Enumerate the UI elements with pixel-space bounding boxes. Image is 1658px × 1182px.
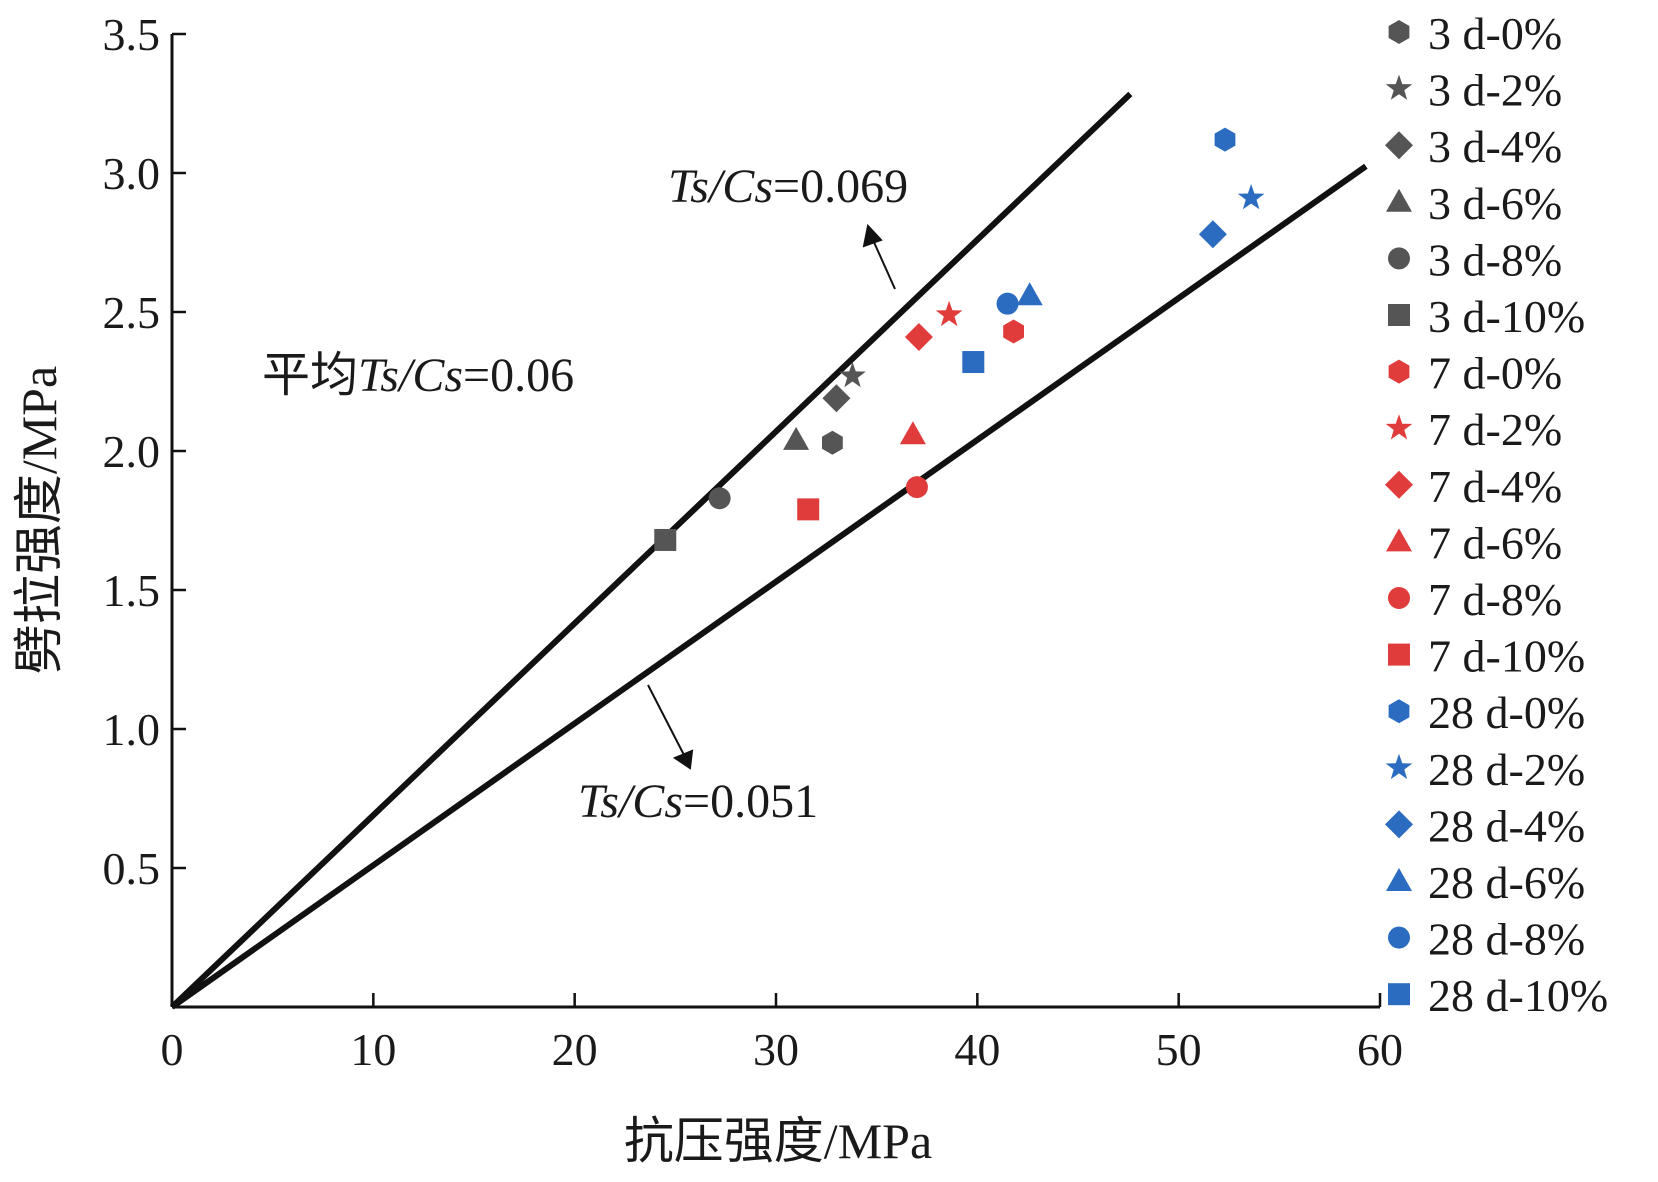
- legend-label: 7 d-6%: [1428, 517, 1562, 568]
- data-point: [654, 528, 677, 551]
- legend-marker: [1388, 643, 1410, 666]
- x-tick-label: 20: [552, 1024, 598, 1075]
- y-tick-label: 0.5: [103, 843, 161, 894]
- data-point: [1214, 127, 1236, 152]
- legend-marker: [1388, 359, 1410, 384]
- legend-label: 7 d-2%: [1428, 404, 1562, 455]
- legend-label: 28 d-0%: [1428, 687, 1585, 738]
- legend-label: 7 d-10%: [1428, 631, 1585, 682]
- legend-marker: [1385, 810, 1413, 839]
- legend-marker: [1388, 983, 1410, 1006]
- reference-line: [170, 163, 1368, 1010]
- y-tick-label: 1.0: [103, 704, 161, 755]
- arrow-lower-head: [672, 749, 694, 770]
- data-point: [962, 351, 985, 374]
- legend-marker: [1386, 528, 1412, 552]
- legend-label: 3 d-8%: [1428, 234, 1562, 285]
- legend-label: 7 d-8%: [1428, 574, 1562, 625]
- y-tick-label: 3.0: [103, 148, 161, 199]
- legend-marker: [1388, 304, 1410, 326]
- y-tick-label: 2.0: [103, 426, 161, 477]
- data-point: [822, 430, 843, 455]
- legend-label: 28 d-2%: [1428, 744, 1585, 795]
- x-tick-label: 50: [1156, 1024, 1202, 1075]
- x-tick-label: 0: [161, 1024, 184, 1075]
- data-point: [935, 300, 963, 327]
- legend-marker: [1385, 470, 1413, 499]
- legend-label: 28 d-6%: [1428, 857, 1585, 908]
- axes: 0 10 20 30 40 50 60 0.5 1.0 1.5 2.0 2.5 3.0 3.5: [103, 9, 1404, 1075]
- legend-marker: [1386, 868, 1412, 891]
- reference-lines: [169, 91, 1368, 1010]
- legend-marker: [1385, 131, 1413, 160]
- x-tick-label: 30: [753, 1024, 799, 1075]
- data-point: [899, 421, 926, 445]
- x-axis-title: 抗压强度/MPa: [624, 1113, 932, 1169]
- legend-marker: [1388, 699, 1410, 724]
- data-point: [708, 487, 731, 510]
- x-tick-label: 40: [954, 1024, 1000, 1075]
- legend-marker: [1388, 20, 1410, 44]
- legend-label: 7 d-4%: [1428, 461, 1562, 512]
- data-point: [1237, 184, 1265, 210]
- annotation-lower-ratio: Ts/Cs=0.051: [578, 775, 818, 828]
- legend-label: 3 d-10%: [1428, 291, 1585, 342]
- legend-label: 3 d-6%: [1428, 178, 1562, 229]
- arrow-lower: [647, 684, 685, 756]
- data-point: [904, 323, 933, 351]
- data-point: [797, 498, 820, 521]
- data-point: [783, 426, 810, 450]
- legend-label: 28 d-8%: [1428, 914, 1585, 965]
- legend: 3 d-0% 3 d-2%3 d-4% 3 d-6%3 d-8% 3 d-10% 7 d…: [1385, 8, 1608, 1021]
- legend-label: 3 d-4%: [1428, 121, 1562, 172]
- legend-label: 28 d-4%: [1428, 800, 1585, 851]
- x-tick-label: 10: [350, 1024, 396, 1075]
- reference-line: [169, 91, 1133, 1010]
- y-axis-title: 劈拉强度/MPa: [11, 366, 67, 674]
- legend-marker: [1385, 753, 1413, 780]
- annotation-upper-ratio: Ts/Cs=0.069: [668, 160, 908, 213]
- legend-marker: [1388, 247, 1410, 270]
- x-tick-label: 60: [1357, 1024, 1403, 1075]
- y-tick-label: 3.5: [103, 9, 161, 60]
- legend-label: 3 d-2%: [1428, 65, 1562, 116]
- annotation-average-ratio: 平均Ts/Cs=0.06: [262, 349, 574, 402]
- legend-marker: [1385, 414, 1413, 440]
- data-point: [1003, 319, 1024, 344]
- data-point: [822, 384, 851, 413]
- legend-label: 7 d-0%: [1428, 348, 1562, 399]
- legend-marker: [1386, 188, 1412, 212]
- legend-marker: [1388, 926, 1410, 949]
- legend-label: 3 d-0%: [1428, 8, 1562, 59]
- annotation-arrows: [647, 223, 896, 770]
- data-point: [1198, 220, 1227, 249]
- legend-label: 28 d-10%: [1428, 970, 1608, 1021]
- legend-marker: [1388, 587, 1410, 609]
- data-point: [839, 361, 866, 388]
- data-point: [1016, 282, 1043, 306]
- arrow-upper-head: [862, 223, 883, 248]
- legend-marker: [1385, 74, 1413, 100]
- arrow-upper: [872, 239, 896, 290]
- data-point: [996, 292, 1019, 315]
- data-markers: [654, 127, 1265, 551]
- y-tick-label: 2.5: [103, 287, 161, 338]
- y-tick-label: 1.5: [103, 565, 161, 616]
- data-point: [905, 476, 928, 499]
